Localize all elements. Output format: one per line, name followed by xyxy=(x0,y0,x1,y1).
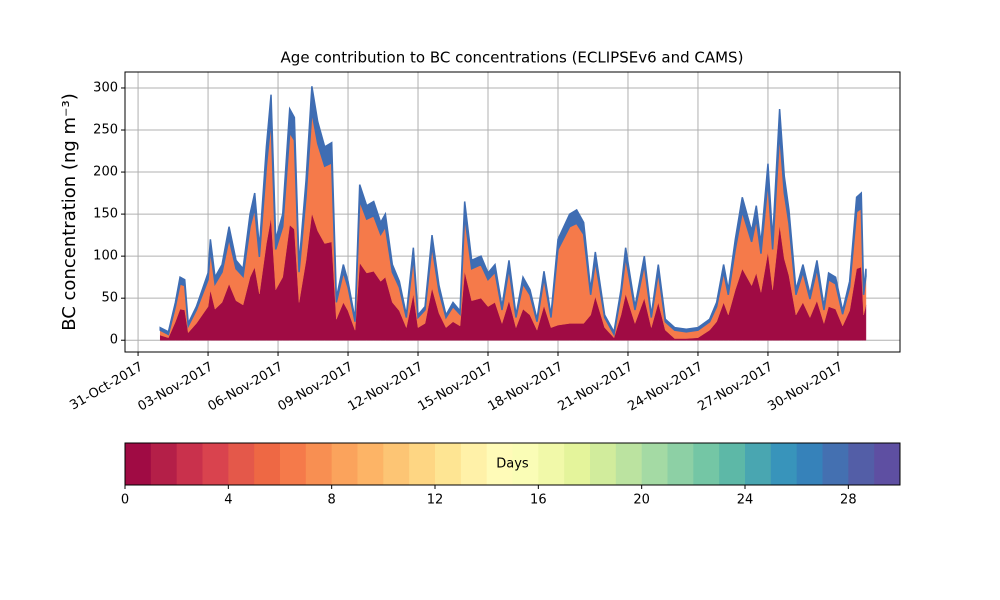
colorbar-bin xyxy=(125,443,152,485)
colorbar-bin xyxy=(848,443,875,485)
colorbar-bin xyxy=(590,443,617,485)
colorbar-bin xyxy=(357,443,384,485)
colorbar-label: Days xyxy=(496,457,529,472)
colorbar-tick-label: 28 xyxy=(840,493,857,508)
colorbar-bin xyxy=(331,443,358,485)
y-axis-label: BC concentration (ng m⁻³) xyxy=(59,93,80,331)
colorbar-bin xyxy=(745,443,772,485)
colorbar-bin xyxy=(822,443,849,485)
plot-frame xyxy=(124,71,901,353)
colorbar-bin xyxy=(202,443,229,485)
x-tick-label: 15-Nov-2017 xyxy=(415,360,495,415)
chart-title: Age contribution to BC concentrations (E… xyxy=(281,49,744,67)
colorbar-bin xyxy=(719,443,746,485)
colorbar-bin xyxy=(176,443,203,485)
y-tick-label: 0 xyxy=(110,333,118,348)
y-tick-label: 100 xyxy=(93,249,118,264)
colorbar-tick-label: 8 xyxy=(328,493,336,508)
x-tick-label: 18-Nov-2017 xyxy=(485,360,565,415)
colorbar-bin xyxy=(693,443,720,485)
colorbar-tick-label: 24 xyxy=(737,493,754,508)
colorbar-tick-label: 12 xyxy=(427,493,444,508)
y-tick-label: 200 xyxy=(93,165,118,180)
colorbar-bin xyxy=(305,443,333,485)
colorbar-tick-label: 0 xyxy=(121,493,129,508)
colorbar-bin xyxy=(538,443,565,485)
x-tick-label: 24-Nov-2017 xyxy=(625,360,705,415)
colorbar-bin xyxy=(667,443,694,485)
colorbar-tick-label: 20 xyxy=(633,493,650,508)
x-tick-label: 30-Nov-2017 xyxy=(765,360,845,415)
y-tick-label: 250 xyxy=(93,123,118,138)
colorbar-bin xyxy=(564,443,591,485)
x-tick-label: 27-Nov-2017 xyxy=(695,360,775,415)
x-tick-label: 06-Nov-2017 xyxy=(206,360,286,415)
colorbar-tick-label: 4 xyxy=(224,493,232,508)
y-tick-label: 50 xyxy=(101,291,118,306)
colorbar-bin xyxy=(796,443,823,485)
colorbar-bin xyxy=(641,443,668,485)
colorbar-bin xyxy=(383,443,410,485)
x-tick-label: 21-Nov-2017 xyxy=(555,360,635,415)
colorbar-bin xyxy=(280,443,307,485)
colorbar-bin xyxy=(615,443,643,485)
colorbar-tick-label: 16 xyxy=(530,493,547,508)
x-tick-label: 31-Oct-2017 xyxy=(67,360,145,414)
colorbar-bin xyxy=(254,443,281,485)
colorbar-bin xyxy=(512,443,539,485)
colorbar-bin xyxy=(228,443,255,485)
colorbar-bin xyxy=(874,443,901,485)
x-tick-label: 09-Nov-2017 xyxy=(276,360,356,415)
colorbar-bin xyxy=(435,443,462,485)
x-tick-label: 12-Nov-2017 xyxy=(345,360,425,415)
y-tick-label: 150 xyxy=(93,207,118,222)
area-layer xyxy=(159,86,867,337)
y-tick-label: 300 xyxy=(93,80,118,95)
colorbar-bin xyxy=(150,443,178,485)
colorbar-bin xyxy=(409,443,436,485)
colorbar-bin xyxy=(460,443,488,485)
x-tick-label: 03-Nov-2017 xyxy=(136,360,216,415)
colorbar-bin xyxy=(486,443,513,485)
colorbar-frame xyxy=(124,442,901,486)
colorbar-bin xyxy=(770,443,798,485)
